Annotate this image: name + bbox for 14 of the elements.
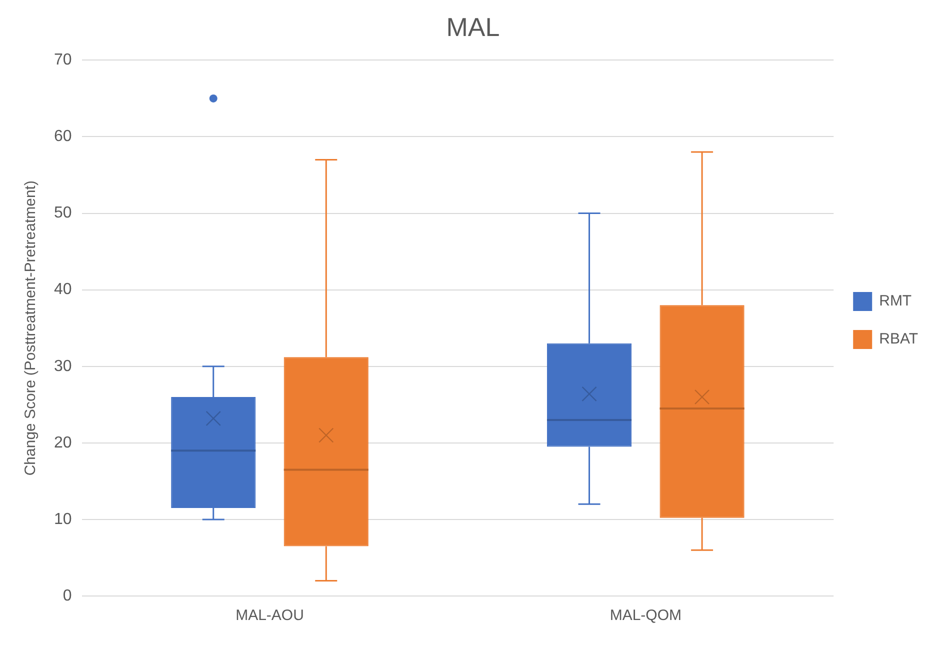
y-tick-label: 60 bbox=[54, 128, 72, 146]
legend-label: RBAT bbox=[879, 330, 918, 348]
y-axis-title: Change Score (Posttreatment-Pretreatment) bbox=[22, 180, 40, 476]
x-tick-label: MAL-AOU bbox=[236, 607, 304, 624]
legend-label: RMT bbox=[879, 292, 912, 310]
x-tick-label: MAL-QOM bbox=[610, 607, 682, 624]
y-tick-label: 0 bbox=[62, 587, 72, 604]
chart-title: MAL bbox=[446, 12, 500, 42]
y-tick-label: 70 bbox=[54, 52, 72, 69]
y-tick-label: 20 bbox=[54, 434, 72, 452]
y-tick-label: 10 bbox=[54, 510, 72, 528]
y-tick-label: 30 bbox=[54, 358, 72, 375]
y-tick-label: 50 bbox=[54, 204, 72, 222]
y-tick-label: 40 bbox=[54, 281, 72, 298]
